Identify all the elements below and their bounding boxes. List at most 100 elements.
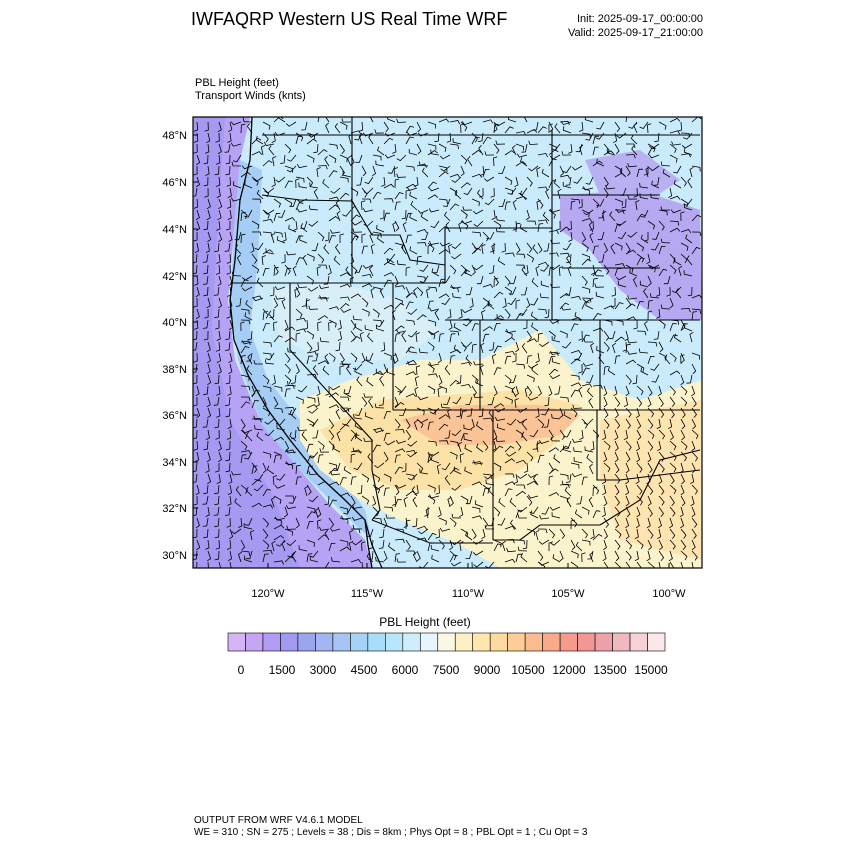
wind-barb [449,143,459,150]
wind-barb [359,331,364,343]
wind-barb [313,143,319,154]
wind-barb [207,561,209,568]
wind-barb [585,176,594,185]
wind-barb [511,386,517,398]
wind-barb [228,297,233,309]
wind-barb [218,198,223,210]
wind-barb [354,264,363,273]
wind-barb [394,553,401,563]
wind-barb [264,429,275,437]
wind-barb [225,154,231,165]
wind-barb [214,242,220,253]
wind-barb [306,520,314,530]
wind-barb [460,318,471,323]
wind-barb [506,451,517,457]
wind-barb [654,132,660,143]
wind-barb [669,440,677,451]
wind-barb [273,407,283,414]
wind-barb [548,149,559,156]
wind-barb [576,495,583,505]
wind-barb [625,374,632,385]
wind-barb [615,275,627,281]
wind-barb [217,440,222,452]
wind-barb [680,253,688,264]
wind-barb [438,165,448,172]
wind-barb [680,242,689,251]
wind-barb [251,198,262,204]
wind-barb [449,173,461,178]
wind-barb [647,220,656,230]
colorbar-swatch [402,632,421,652]
wind-barb [241,429,253,434]
wind-barb [317,534,328,541]
wind-barb [565,473,572,483]
wind-barb [647,355,655,365]
wind-barb [596,346,605,354]
wind-barb [691,231,702,237]
wind-barb [367,453,374,464]
wind-barb [312,365,319,376]
wind-barb [669,297,674,309]
wind-barb [578,386,583,398]
wind-barb [383,363,388,375]
wind-barb [195,451,200,463]
wind-barb [662,168,671,178]
wind-barb [509,374,517,384]
wind-barb [501,242,506,253]
wind-barb [582,362,594,367]
wind-barb [498,498,506,508]
wind-barb [217,121,222,133]
wind-barb [193,440,199,451]
wind-barb [325,122,330,134]
wind-barb [482,119,494,124]
wind-barb [331,557,341,563]
wind-barb [438,118,450,123]
wind-barb [592,486,598,497]
wind-barb [502,297,507,308]
wind-barb [610,243,616,255]
wind-barb [383,247,394,255]
wind-barb [574,312,583,321]
wind-barb [548,385,553,397]
wind-barb [458,221,463,233]
wind-barb [284,165,294,173]
wind-barb [669,154,678,163]
wind-barb [193,231,198,242]
wind-barb [339,424,350,431]
wind-barb [384,132,396,137]
wind-barb [460,495,469,504]
wind-barb [581,231,587,243]
wind-barb [437,387,442,398]
colorbar-label: 13500 [593,663,627,677]
wind-barb [484,151,495,156]
wind-barb [603,143,610,154]
wind-barb [216,187,221,198]
wind-barb [636,484,643,495]
wind-barb [226,539,232,550]
model-footer: OUTPUT FROM WRF V4.6.1 MODEL [194,815,363,826]
wind-barb [493,220,502,230]
wind-barb [671,286,682,294]
wind-barb [568,143,573,154]
wind-barb [516,153,528,158]
wind-barb [559,226,570,233]
colorbar-swatch [385,632,404,652]
wind-barb [471,385,477,396]
wind-barb [284,217,296,222]
wind-barb [462,319,473,327]
wind-barb [337,319,342,330]
wind-barb [581,552,586,563]
wind-barb [277,209,286,218]
lon-tick-label: 100°W [652,588,686,600]
wind-barb [581,275,588,286]
wind-barb [447,496,452,508]
wind-barb [669,264,677,275]
wind-barb [262,451,272,459]
wind-barb [225,396,231,407]
wind-barb [691,451,699,462]
wind-barb [603,440,611,450]
wind-barb [392,221,397,233]
wind-barb [372,517,382,523]
wind-barb [361,283,373,288]
wind-barb [493,385,498,397]
